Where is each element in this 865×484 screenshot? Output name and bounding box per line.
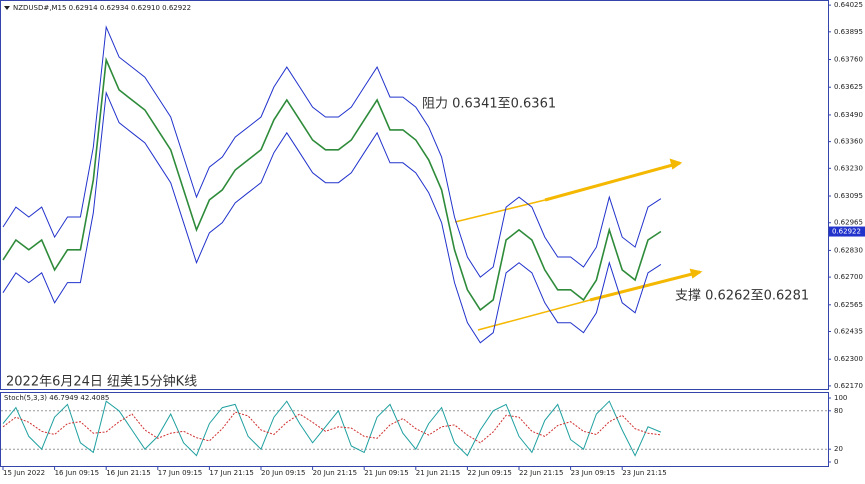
stoch-title: Stoch(5,3,3) 46.7949 42.4085: [4, 394, 109, 402]
symbol-icon: [4, 6, 10, 10]
arrow-head: [669, 158, 683, 170]
y-tick-label: 100: [834, 394, 847, 402]
x-tick-label: 22 Jun 21:15: [519, 469, 563, 477]
stoch-line: [2, 400, 662, 457]
y-tick-label: 0.62435: [834, 328, 863, 336]
x-tick-label: 17 Jun 21:15: [209, 469, 253, 477]
y-tick-label: 0: [834, 458, 838, 466]
y-tick-label: 0.63895: [834, 28, 863, 36]
y-tick-label: 0.63760: [834, 56, 863, 64]
channel-arrow: [589, 270, 701, 302]
x-tick-label: 16 Jun 21:15: [106, 469, 150, 477]
y-tick-label: 0.62700: [834, 273, 863, 281]
x-tick-label: 23 Jun 21:15: [622, 469, 666, 477]
annotation: 阻力 0.6341至0.6361: [422, 97, 556, 112]
annotation: 支撑 0.6262至0.6281: [675, 289, 809, 304]
y-tick-label: 0.63095: [834, 192, 863, 200]
channel-line: [477, 299, 591, 331]
y-tick-label: 0.62830: [834, 246, 863, 254]
y-tick-label: 0.63230: [834, 164, 863, 172]
stoch-line: [2, 411, 661, 444]
annotation: 2022年6月24日 纽美15分钟K线: [6, 374, 197, 390]
x-tick-label: 15 Jun 2022: [3, 469, 45, 477]
x-tick-label: 23 Jun 09:15: [571, 469, 615, 477]
price-tag-label: 0.62922: [832, 228, 861, 236]
x-tick-label: 17 Jun 09:15: [158, 469, 202, 477]
y-tick-label: 0.63625: [834, 83, 863, 91]
chart-title: NZDUSD#,M15 0.62914 0.62934 0.62910 0.62…: [13, 4, 191, 12]
stoch-frame: [0, 392, 829, 467]
x-tick-label: 20 Jun 09:15: [261, 469, 305, 477]
price-line: [2, 56, 662, 312]
price-tag: [829, 226, 865, 237]
y-tick-label: 0.63490: [834, 111, 863, 119]
y-tick-label: 0.62565: [834, 301, 863, 309]
y-tick-label: 0.62965: [834, 219, 863, 227]
x-tick-label: 21 Jun 21:15: [416, 469, 460, 477]
band-line: [2, 90, 662, 344]
x-tick-label: 21 Jun 09:15: [364, 469, 408, 477]
y-tick-label: 0.62300: [834, 355, 863, 363]
main-frame: [0, 0, 829, 390]
y-tick-label: 0.63360: [834, 138, 863, 146]
x-tick-label: 22 Jun 09:15: [467, 469, 511, 477]
arrow-head: [689, 268, 703, 279]
band-line: [2, 25, 662, 278]
channel-arrow: [544, 161, 681, 202]
x-tick-label: 20 Jun 21:15: [313, 469, 357, 477]
x-tick-label: 16 Jun 09:15: [55, 469, 99, 477]
y-tick-label: 0.64025: [834, 1, 863, 9]
y-tick-label: 0.62170: [834, 382, 863, 390]
y-tick-label: 80: [834, 407, 843, 415]
y-tick-label: 20: [834, 445, 843, 453]
channel-line: [454, 199, 546, 223]
